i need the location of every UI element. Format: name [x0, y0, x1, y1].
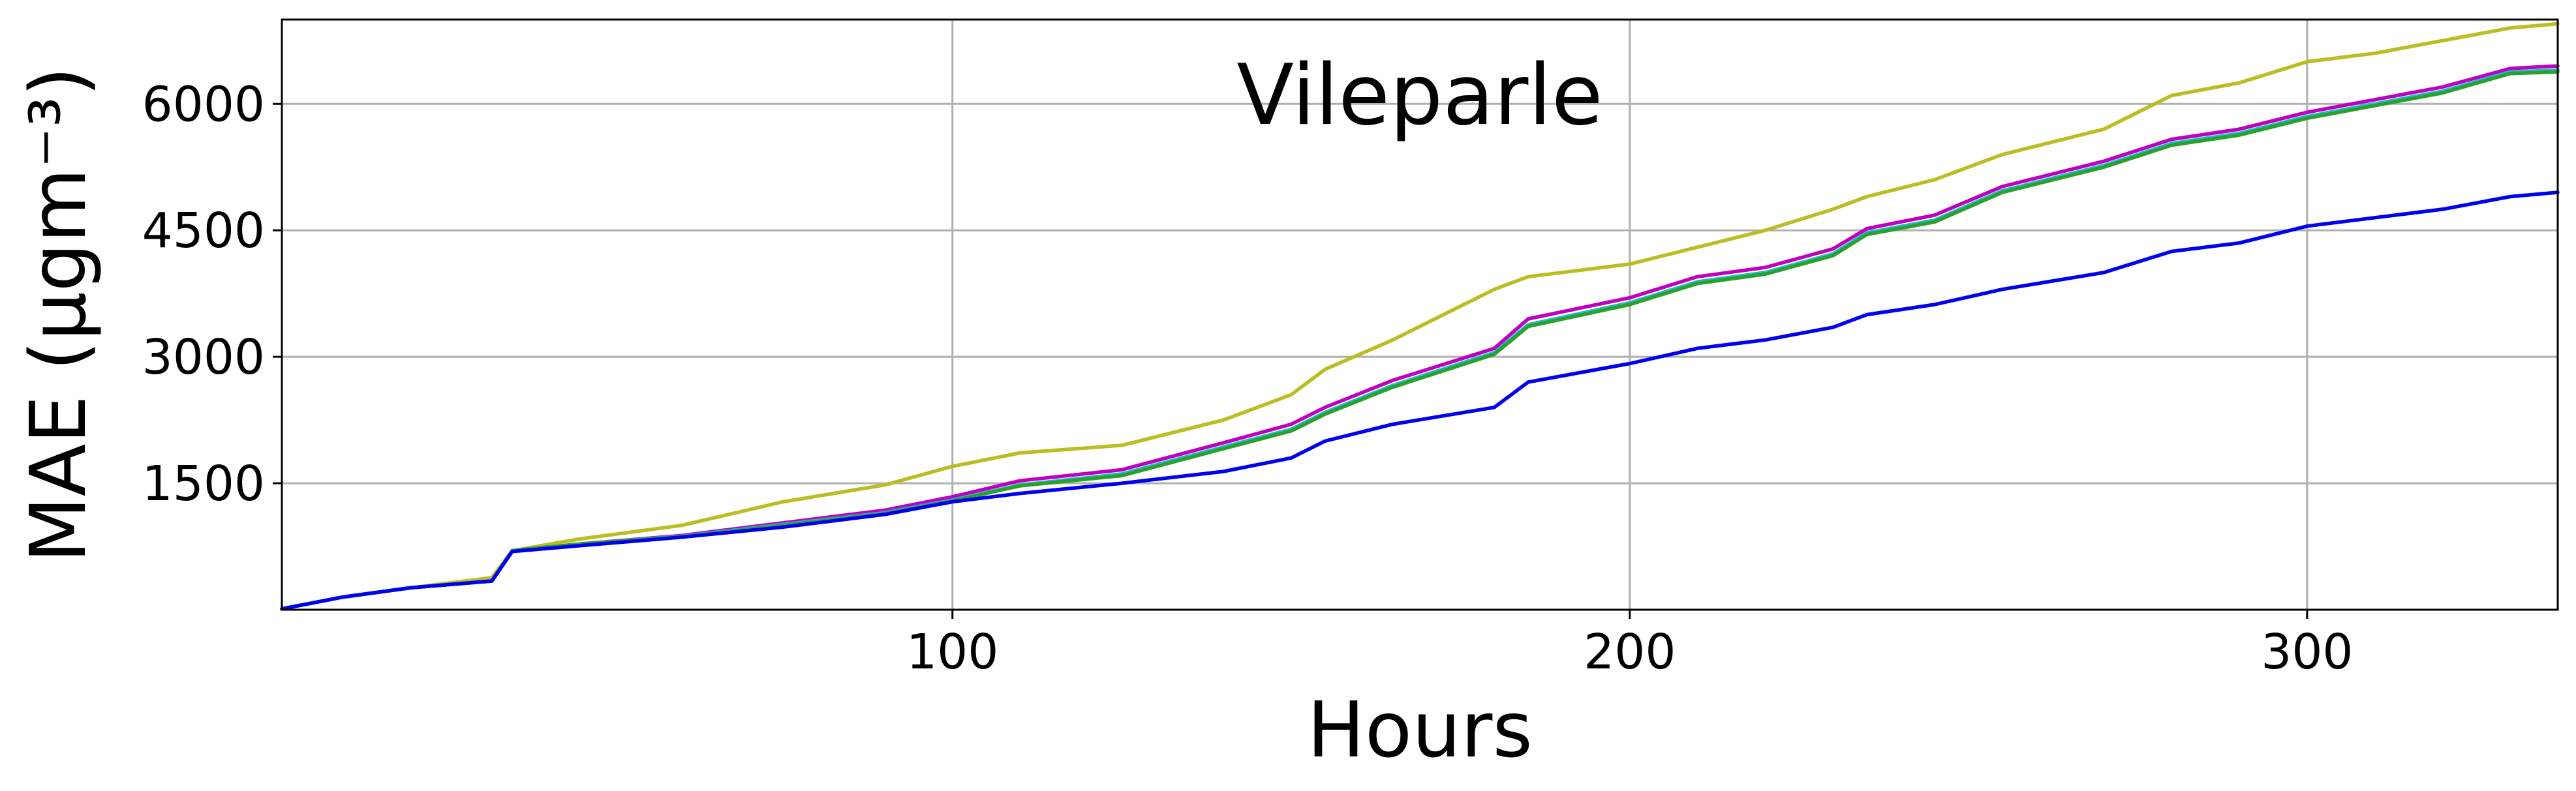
- y-tick-label: 3000: [142, 329, 265, 385]
- x-tick-label: 100: [906, 624, 998, 680]
- y-tick-label: 6000: [142, 76, 265, 132]
- series-line: [280, 22, 2560, 611]
- series-line: [280, 64, 2560, 611]
- y-tick-label: 1500: [142, 456, 265, 512]
- series-lines: [280, 22, 2560, 611]
- x-axis-title: Hours: [1307, 685, 1533, 775]
- series-line: [280, 190, 2560, 611]
- series-line: [280, 70, 2560, 611]
- y-tick-label: 4500: [142, 203, 265, 259]
- axis-ticks: 100 200 300 1500 3000 4500 6000: [142, 76, 2354, 680]
- x-tick-label: 300: [2261, 624, 2353, 680]
- x-tick-label: 200: [1584, 624, 1676, 680]
- plot-frame: [281, 18, 2559, 611]
- series-line: [280, 68, 2560, 611]
- chart-title: Vileparle: [1236, 47, 1602, 144]
- y-axis-title: MAE (μgm⁻³): [13, 67, 103, 563]
